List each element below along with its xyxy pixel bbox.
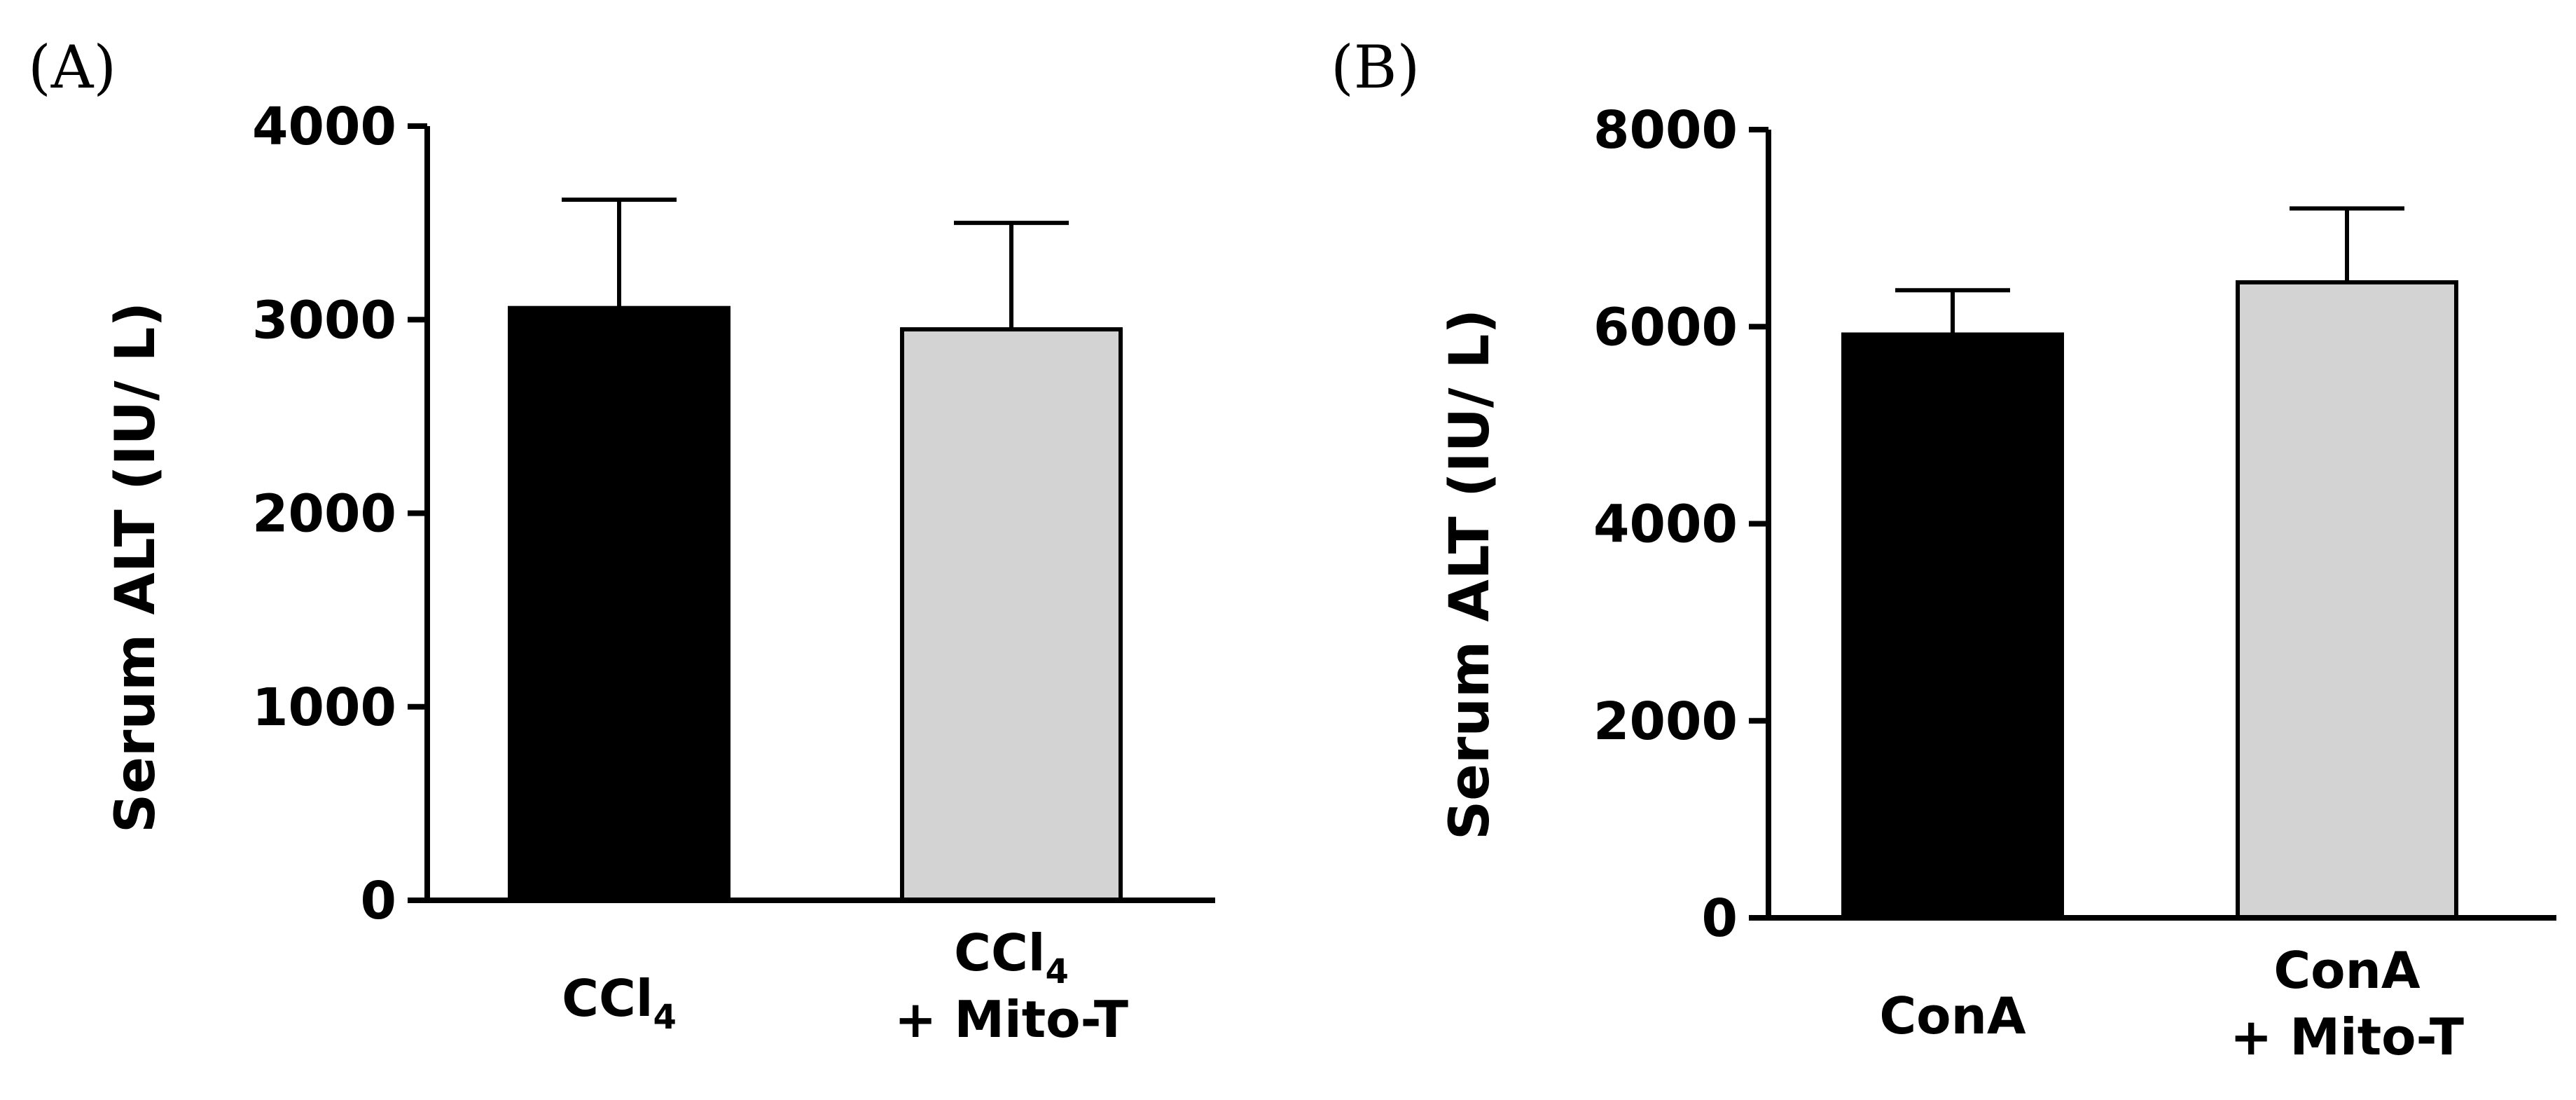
panel-b-bar-1 (2236, 280, 2458, 920)
panel-a-category-label-0-0: CCl4 (562, 969, 677, 1037)
panel-a-chart: (A) Serum ALT (IU/ L) 0 1000 2000 3000 4000 C… (28, 33, 1215, 1049)
panel-b-y-tick-label-4: 8000 (1593, 100, 1738, 160)
panel-a-y-tick-label-0: 0 (361, 871, 397, 931)
panel-a-bar-1 (900, 327, 1123, 902)
panel-a-y-tick-label-2: 2000 (252, 484, 396, 544)
panel-a-y-tick-label-4: 4000 (252, 97, 396, 157)
panel-b-y-tick-label-1: 2000 (1593, 692, 1738, 752)
panel-b-label: (B) (1331, 33, 1420, 102)
panel-a-y-tick-label-1: 1000 (252, 678, 396, 738)
panel-b-category-text-1-1: + Mito-T (2230, 1008, 2464, 1066)
panel-b-y-tick-label-3: 6000 (1593, 297, 1738, 357)
panel-a-category-text-0-0: CCl (562, 969, 653, 1028)
panel-b-category-text-0-0: ConA (1879, 986, 2026, 1045)
panel-a-y-tick-label-3: 3000 (252, 290, 396, 350)
panel-a-y-axis-title: Serum ALT (IU/ L) (104, 302, 167, 833)
panel-a-category-text-1-0: CCl (954, 923, 1045, 982)
panel-b-category-text-1-0: ConA (2273, 941, 2421, 1000)
panel-b-y-axis-title: Serum ALT (IU/ L) (1439, 309, 1502, 840)
panel-b-chart: (B) Serum ALT (IU/ L) 0 2000 4000 6000 8000 C… (1331, 33, 2556, 1066)
panel-a-bar-0 (508, 305, 730, 902)
panel-a-category-subscript-0-0: 4 (653, 998, 676, 1037)
panel-a-category-label-1-0: CCl4 (954, 923, 1069, 991)
panel-b-category-label-1-0: ConA (2273, 941, 2421, 1000)
panel-a-category-label-1-1: + Mito-T (894, 990, 1128, 1049)
panel-b-y-tick-label-0: 0 (1702, 888, 1738, 949)
panel-b-y-tick-label-2: 4000 (1593, 495, 1738, 555)
panel-b-category-label-0-0: ConA (1879, 986, 2026, 1045)
panel-a-category-subscript-1-0: 4 (1045, 952, 1068, 991)
panel-b-bar-0 (1841, 332, 2064, 920)
panel-a-label: (A) (28, 33, 116, 102)
panel-a-category-text-1-1: + Mito-T (894, 990, 1128, 1049)
panel-b-category-label-1-1: + Mito-T (2230, 1008, 2464, 1066)
